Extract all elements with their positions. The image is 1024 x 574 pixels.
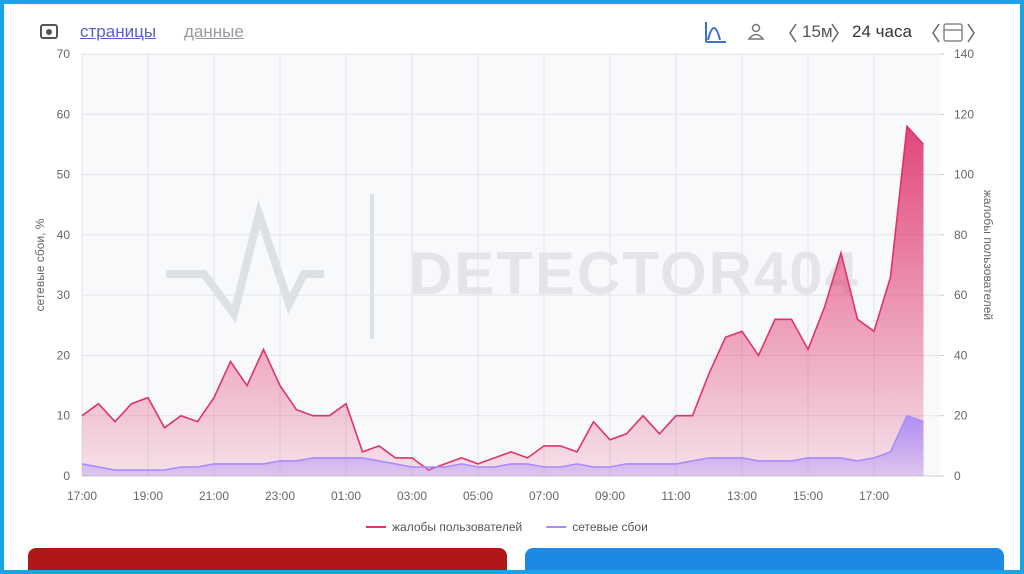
watermark: DETECTOR404 <box>409 240 860 307</box>
x-tick-label: 09:00 <box>595 489 625 503</box>
x-tick-label: 21:00 <box>199 489 229 503</box>
x-tick-label: 19:00 <box>133 489 163 503</box>
range[interactable]: 24 часа <box>852 22 912 41</box>
x-tick-label: 13:00 <box>727 489 757 503</box>
y-tick-label: 60 <box>57 107 71 121</box>
x-tick-label: 05:00 <box>463 489 493 503</box>
x-tick-label: 17:00 <box>67 489 97 503</box>
y-tick-label: 40 <box>57 228 71 242</box>
next-day[interactable] <box>967 23 975 43</box>
series-line <box>81 124 925 471</box>
y-tick-label: 30 <box>57 288 71 302</box>
y2-tick-label: 20 <box>954 409 968 423</box>
x-tick-label: 03:00 <box>397 489 427 503</box>
x-tick-label: 07:00 <box>529 489 559 503</box>
x-tick-label: 15:00 <box>793 489 823 503</box>
y2-tick-label: 100 <box>954 168 974 182</box>
prev-interval[interactable] <box>789 23 797 43</box>
y2-tick-label: 120 <box>954 107 974 121</box>
series-line <box>81 414 924 471</box>
y2-axis-title: жалобы пользователей <box>981 190 995 320</box>
x-tick-label: 01:00 <box>331 489 361 503</box>
x-tick-label: 11:00 <box>661 489 690 503</box>
prev-day[interactable] <box>932 23 940 43</box>
calendar-icon[interactable] <box>943 23 963 42</box>
camera-icon[interactable] <box>40 24 58 39</box>
x-tick-label: 17:00 <box>859 489 889 503</box>
button-right[interactable] <box>525 548 1004 570</box>
user-icon[interactable] <box>747 23 765 40</box>
button-left[interactable] <box>28 548 507 570</box>
y2-tick-label: 140 <box>954 47 974 61</box>
chart: DETECTOR404 0 10 20 30 40 50 60 70 0 20 40 60 80 100 1… <box>28 22 1004 570</box>
y-tick-label: 0 <box>63 469 70 483</box>
y-tick-label: 70 <box>57 47 71 61</box>
legend-label: сетевые сбои <box>572 520 648 534</box>
next-interval[interactable] <box>831 23 839 43</box>
interval[interactable]: 15м <box>802 22 833 41</box>
y-tick-label: 10 <box>57 409 71 423</box>
y2-tick-label: 80 <box>954 228 968 242</box>
y-tick-label: 20 <box>57 348 71 362</box>
x-tick-label: 23:00 <box>265 489 295 503</box>
y-tick-label: 50 <box>57 168 71 182</box>
y-axis-title: сетевые сбои, % <box>33 218 47 311</box>
area-fill <box>82 126 924 477</box>
y2-tick-label: 60 <box>954 288 968 302</box>
tab-data[interactable]: данные <box>184 22 244 41</box>
watermark-logo <box>166 194 374 339</box>
chart-type-icon[interactable] <box>705 22 726 43</box>
tab-pages[interactable]: страницы <box>80 22 157 41</box>
y2-tick-label: 40 <box>954 348 968 362</box>
legend-label: жалобы пользователей <box>392 520 522 534</box>
frame: DETECTOR404 0 10 20 30 40 50 60 70 0 20 40 60 80 100 1… <box>4 4 1020 570</box>
y2-tick-label: 0 <box>954 469 961 483</box>
